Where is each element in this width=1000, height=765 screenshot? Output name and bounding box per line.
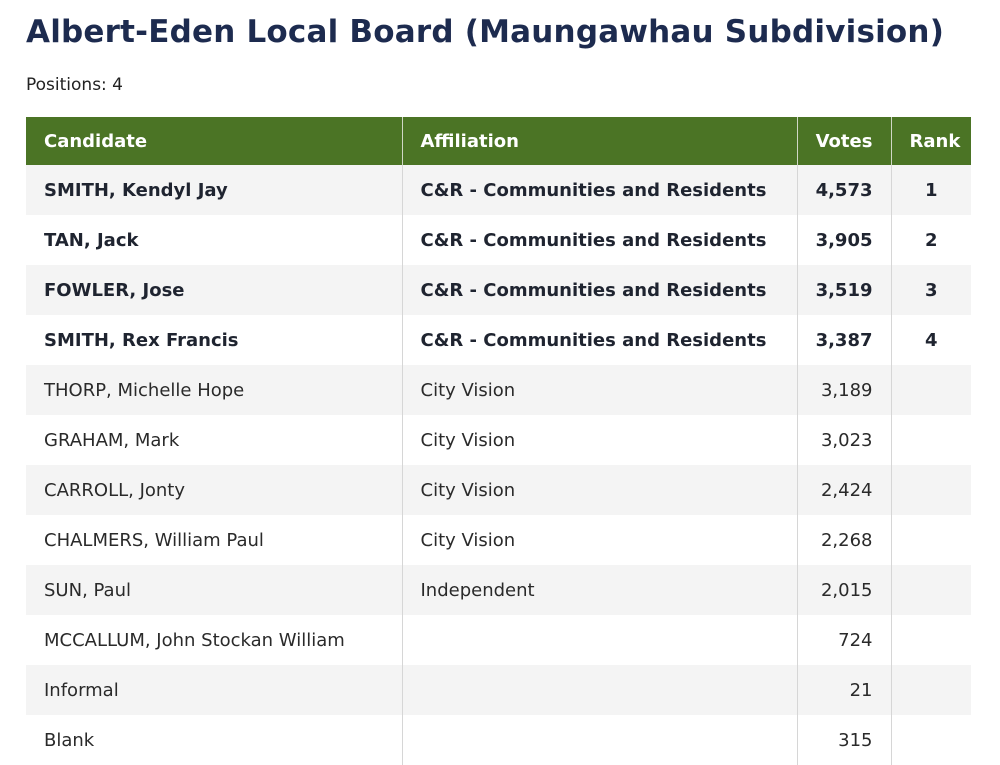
candidate-affiliation: City Vision — [401, 465, 797, 515]
candidate-name: MCCALLUM, John Stockan William — [26, 615, 402, 665]
candidate-name: Informal — [26, 665, 402, 715]
table-row: GRAHAM, Mark City Vision 3,023 — [26, 415, 971, 465]
candidate-rank: 3 — [890, 265, 971, 315]
candidate-votes: 3,387 — [796, 315, 891, 365]
candidate-affiliation — [401, 665, 797, 715]
candidate-affiliation: City Vision — [401, 515, 797, 565]
table-row: FOWLER, Jose C&R - Communities and Resid… — [26, 265, 971, 315]
table-body: SMITH, Kendyl Jay C&R - Communities and … — [26, 165, 971, 765]
table-row: CHALMERS, William Paul City Vision 2,268 — [26, 515, 971, 565]
candidate-rank — [890, 715, 971, 765]
header-affiliation: Affiliation — [401, 117, 797, 165]
candidate-name: Blank — [26, 715, 402, 765]
candidate-affiliation — [401, 715, 797, 765]
table-row: TAN, Jack C&R - Communities and Resident… — [26, 215, 971, 265]
header-candidate: Candidate — [26, 117, 402, 165]
candidate-affiliation: City Vision — [401, 365, 797, 415]
table-row: Blank 315 — [26, 715, 971, 765]
candidate-rank — [890, 665, 971, 715]
candidate-name: GRAHAM, Mark — [26, 415, 402, 465]
page-title: Albert-Eden Local Board (Maungawhau Subd… — [26, 14, 945, 50]
candidate-votes: 3,905 — [796, 215, 891, 265]
candidate-votes: 724 — [796, 615, 891, 665]
candidate-name: TAN, Jack — [26, 215, 402, 265]
candidate-affiliation — [401, 615, 797, 665]
candidate-votes: 315 — [796, 715, 891, 765]
table-header: Candidate Affiliation Votes Rank — [26, 117, 971, 165]
table-row: SUN, Paul Independent 2,015 — [26, 565, 971, 615]
candidate-rank — [890, 615, 971, 665]
header-rank: Rank — [890, 117, 971, 165]
candidate-votes: 4,573 — [796, 165, 891, 215]
candidate-rank — [890, 515, 971, 565]
candidate-name: CARROLL, Jonty — [26, 465, 402, 515]
candidate-rank: 4 — [890, 315, 971, 365]
table-row: SMITH, Kendyl Jay C&R - Communities and … — [26, 165, 971, 215]
candidate-affiliation: C&R - Communities and Residents — [401, 265, 797, 315]
candidate-votes: 3,189 — [796, 365, 891, 415]
table-row: MCCALLUM, John Stockan William 724 — [26, 615, 971, 665]
candidate-affiliation: Independent — [401, 565, 797, 615]
positions-count: Positions: 4 — [26, 75, 123, 95]
table-row: CARROLL, Jonty City Vision 2,424 — [26, 465, 971, 515]
header-row: Candidate Affiliation Votes Rank — [26, 117, 971, 165]
candidate-name: SMITH, Rex Francis — [26, 315, 402, 365]
candidate-affiliation: C&R - Communities and Residents — [401, 315, 797, 365]
candidate-rank: 2 — [890, 215, 971, 265]
candidate-rank — [890, 415, 971, 465]
candidate-rank: 1 — [890, 165, 971, 215]
candidate-name: CHALMERS, William Paul — [26, 515, 402, 565]
table-row: SMITH, Rex Francis C&R - Communities and… — [26, 315, 971, 365]
candidate-rank — [890, 565, 971, 615]
candidate-name: FOWLER, Jose — [26, 265, 402, 315]
candidate-name: SUN, Paul — [26, 565, 402, 615]
candidate-votes: 3,519 — [796, 265, 891, 315]
candidate-votes: 3,023 — [796, 415, 891, 465]
table-row: THORP, Michelle Hope City Vision 3,189 — [26, 365, 971, 415]
header-votes: Votes — [796, 117, 891, 165]
candidate-affiliation: City Vision — [401, 415, 797, 465]
candidate-votes: 2,015 — [796, 565, 891, 615]
candidate-affiliation: C&R - Communities and Residents — [401, 215, 797, 265]
candidate-votes: 2,424 — [796, 465, 891, 515]
candidate-affiliation: C&R - Communities and Residents — [401, 165, 797, 215]
table-row: Informal 21 — [26, 665, 971, 715]
candidate-rank — [890, 365, 971, 415]
candidate-votes: 2,268 — [796, 515, 891, 565]
results-table: Candidate Affiliation Votes Rank SMITH, … — [26, 117, 971, 765]
candidate-rank — [890, 465, 971, 515]
candidate-name: SMITH, Kendyl Jay — [26, 165, 402, 215]
candidate-name: THORP, Michelle Hope — [26, 365, 402, 415]
candidate-votes: 21 — [796, 665, 891, 715]
